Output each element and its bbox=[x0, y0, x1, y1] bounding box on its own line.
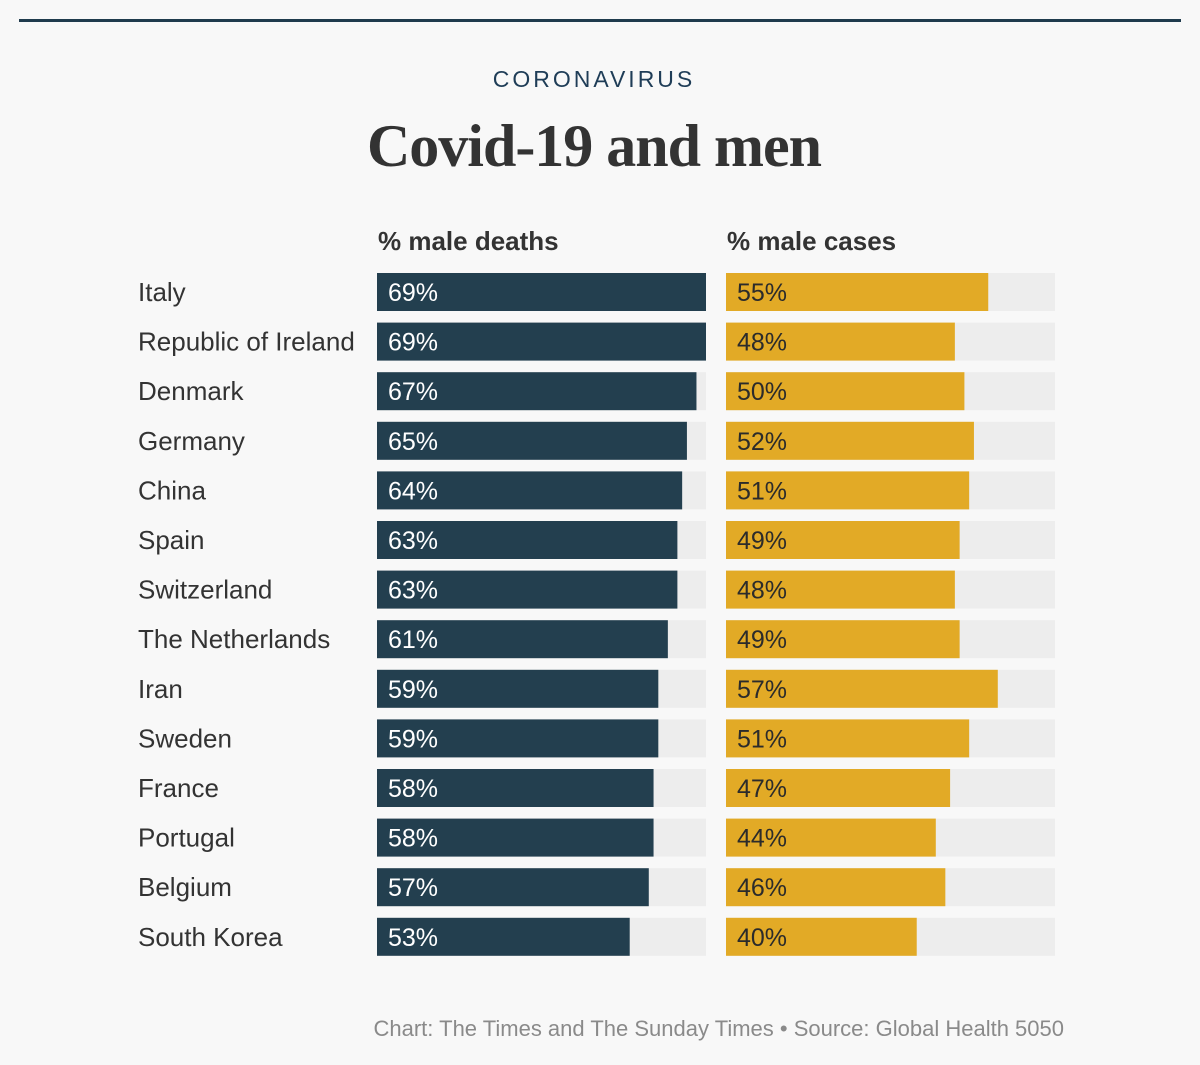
kicker: CORONAVIRUS bbox=[492, 66, 696, 92]
cases-value-label: 51% bbox=[737, 725, 787, 753]
cases-value-label: 46% bbox=[737, 874, 787, 902]
cases-value-label: 55% bbox=[737, 279, 787, 307]
cases-bar bbox=[726, 372, 965, 411]
deaths-value-label: 59% bbox=[388, 676, 438, 704]
deaths-bar bbox=[377, 917, 630, 956]
category-label: The Netherlands bbox=[138, 624, 330, 654]
deaths-bar bbox=[377, 421, 687, 460]
cases-value-label: 50% bbox=[737, 378, 787, 406]
category-label: Portugal bbox=[138, 823, 235, 853]
cases-column-header: % male cases bbox=[727, 226, 897, 256]
deaths-bar bbox=[377, 769, 654, 807]
cases-bar bbox=[726, 917, 917, 956]
category-label: Denmark bbox=[138, 376, 244, 406]
deaths-bar bbox=[377, 719, 659, 758]
category-label: China bbox=[138, 475, 206, 505]
deaths-bar bbox=[377, 669, 659, 708]
cases-bar bbox=[726, 570, 955, 609]
cases-bar bbox=[726, 818, 936, 857]
deaths-bar bbox=[377, 521, 678, 559]
chart-title: Covid-19 and men bbox=[366, 113, 822, 179]
deaths-bar bbox=[377, 620, 668, 659]
deaths-value-label: 63% bbox=[388, 527, 438, 555]
category-label: Sweden bbox=[138, 723, 232, 753]
category-label: Republic of Ireland bbox=[138, 327, 355, 357]
deaths-value-label: 67% bbox=[388, 378, 438, 406]
category-label: South Korea bbox=[138, 922, 283, 952]
deaths-value-label: 58% bbox=[388, 825, 438, 853]
deaths-bar bbox=[377, 322, 706, 361]
cases-bar bbox=[726, 868, 946, 907]
cases-bar bbox=[726, 322, 955, 361]
cases-value-label: 49% bbox=[737, 626, 787, 654]
deaths-bar bbox=[377, 818, 654, 857]
deaths-value-label: 64% bbox=[388, 477, 438, 505]
cases-value-label: 49% bbox=[737, 527, 787, 555]
deaths-bar bbox=[377, 471, 683, 510]
deaths-bar bbox=[377, 273, 706, 311]
deaths-column-header: % male deaths bbox=[378, 226, 559, 256]
cases-value-label: 48% bbox=[737, 329, 787, 357]
category-label: Iran bbox=[138, 674, 183, 704]
cases-value-label: 44% bbox=[737, 825, 787, 853]
cases-bar bbox=[726, 421, 974, 460]
deaths-bar bbox=[377, 868, 649, 907]
deaths-bar bbox=[377, 570, 678, 609]
cases-bar bbox=[726, 769, 951, 807]
deaths-value-label: 58% bbox=[388, 775, 438, 803]
deaths-value-label: 69% bbox=[388, 329, 438, 357]
deaths-bar bbox=[377, 372, 697, 411]
cases-bar bbox=[726, 521, 960, 559]
category-label: France bbox=[138, 773, 219, 803]
deaths-value-label: 57% bbox=[388, 874, 438, 902]
deaths-value-label: 69% bbox=[388, 279, 438, 307]
deaths-value-label: 65% bbox=[388, 428, 438, 456]
cases-bar bbox=[726, 620, 960, 659]
source-footer: Chart: The Times and The Sunday Times • … bbox=[373, 1016, 1065, 1041]
deaths-value-label: 53% bbox=[388, 924, 438, 952]
cases-bar bbox=[726, 471, 970, 510]
cases-value-label: 57% bbox=[737, 676, 787, 704]
category-label: Switzerland bbox=[138, 575, 272, 605]
top-rule bbox=[19, 19, 1181, 22]
category-label: Belgium bbox=[138, 872, 232, 902]
cases-value-label: 51% bbox=[737, 477, 787, 505]
category-label: Spain bbox=[138, 525, 205, 555]
deaths-value-label: 61% bbox=[388, 626, 438, 654]
deaths-value-label: 59% bbox=[388, 725, 438, 753]
cases-value-label: 52% bbox=[737, 428, 787, 456]
cases-bar bbox=[726, 719, 970, 758]
category-label: Italy bbox=[138, 277, 186, 307]
cases-value-label: 47% bbox=[737, 775, 787, 803]
cases-bar bbox=[726, 669, 998, 708]
cases-value-label: 40% bbox=[737, 924, 787, 952]
deaths-value-label: 63% bbox=[388, 577, 438, 605]
category-label: Germany bbox=[138, 426, 245, 456]
cases-bar bbox=[726, 273, 989, 311]
cases-value-label: 48% bbox=[737, 577, 787, 605]
